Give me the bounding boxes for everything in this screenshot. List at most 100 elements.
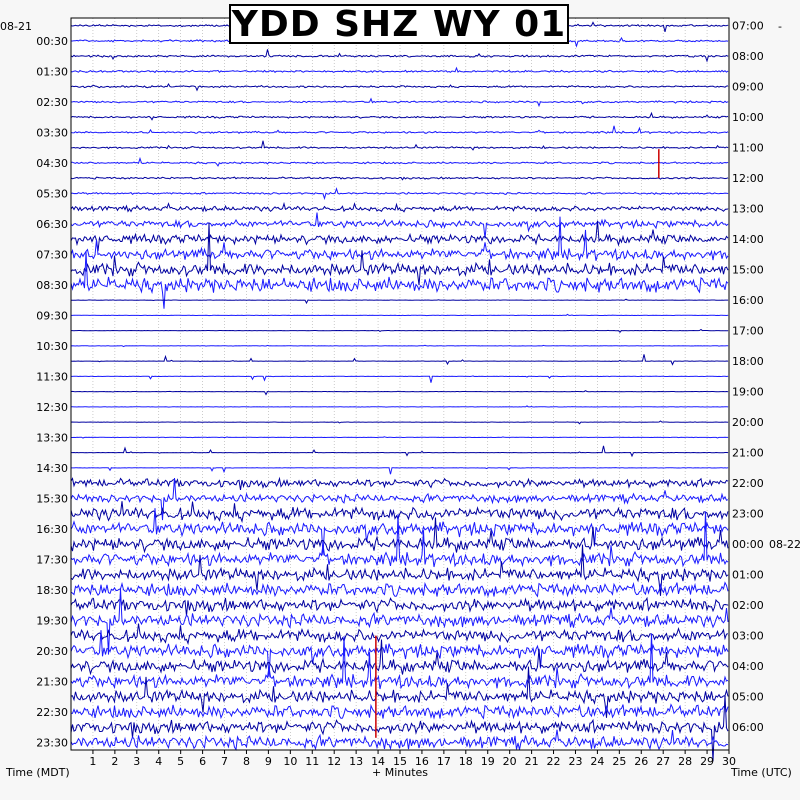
- right-time-label: 23:00: [732, 508, 764, 521]
- trace-row: [70, 695, 729, 762]
- left-time-label: 04:30: [36, 157, 68, 170]
- right-axis-label: Time (UTC): [731, 766, 792, 779]
- trace-row: [70, 187, 729, 201]
- right-time-label: 08:00: [732, 50, 764, 63]
- left-time-label: 07:30: [36, 248, 68, 261]
- x-tick-label: 16: [415, 755, 429, 768]
- trace-row: [70, 140, 729, 151]
- left-time-label: 19:30: [36, 614, 68, 627]
- trace-row: [70, 354, 729, 366]
- x-tick-label: 17: [437, 755, 451, 768]
- trace-row: [70, 476, 729, 490]
- left-time-label: 14:30: [36, 462, 68, 475]
- left-time-label: 22:30: [36, 706, 68, 719]
- right-time-label: 11:00: [732, 142, 764, 155]
- left-time-label: 00:30: [36, 35, 68, 48]
- left-time-label: 11:30: [36, 370, 68, 383]
- right-time-label: 06:00: [732, 721, 764, 734]
- trace-row: [70, 222, 729, 286]
- right-time-label: 20:00: [732, 416, 764, 429]
- x-tick-label: 12: [327, 755, 341, 768]
- event-markers: [375, 149, 660, 738]
- right-time-label: 00:00: [732, 538, 764, 551]
- trace-row: [70, 82, 729, 92]
- trace-row: [71, 298, 728, 305]
- right-time-label: 19:00: [732, 386, 764, 399]
- x-tick-label: 20: [503, 755, 517, 768]
- right-time-label: 12:00: [732, 172, 764, 185]
- x-tick-label: 29: [700, 755, 714, 768]
- trace-row: [71, 466, 729, 475]
- x-tick-label: 7: [221, 755, 228, 768]
- x-tick-label: 28: [678, 755, 692, 768]
- right-time-label: 09:00: [732, 81, 764, 94]
- left-time-label: 21:30: [36, 675, 68, 688]
- right-time-label: 16:00: [732, 294, 764, 307]
- left-time-label: 03:30: [36, 126, 68, 139]
- right-time-label: 18:00: [732, 355, 764, 368]
- left-time-label: 05:30: [36, 187, 68, 200]
- left-time-label: 10:30: [36, 340, 68, 353]
- trace-row: [70, 630, 729, 678]
- trace-row: [70, 251, 729, 309]
- x-tick-label: 14: [371, 755, 385, 768]
- trace-row: [70, 666, 729, 718]
- left-axis-label: Time (MDT): [6, 766, 70, 779]
- x-tick-label: 23: [568, 755, 582, 768]
- trace-row: [70, 588, 729, 655]
- x-tick-label: 21: [525, 755, 539, 768]
- trace-row: [70, 111, 729, 121]
- trace-row: [70, 49, 729, 63]
- trace-row: [70, 125, 729, 135]
- trace-row: [70, 220, 729, 252]
- trace-row: [70, 703, 729, 720]
- trace-row: [71, 445, 729, 458]
- right-time-label: 13:00: [732, 203, 764, 216]
- right-time-label: 10:00: [732, 111, 764, 124]
- right-time-label: 15:00: [732, 264, 764, 277]
- right-time-label: 01:00: [732, 569, 764, 582]
- left-time-label: 17:30: [36, 553, 68, 566]
- trace-row: [70, 508, 729, 556]
- x-tick-label: 4: [155, 755, 162, 768]
- right-time-label: 14:00: [732, 233, 764, 246]
- trace-row: [70, 623, 729, 646]
- right-time-label: 05:00: [732, 691, 764, 704]
- left-time-label: 09:30: [36, 309, 68, 322]
- x-tick-label: 19: [481, 755, 495, 768]
- trace-row: [70, 639, 729, 676]
- left-time-label: 15:30: [36, 492, 68, 505]
- trace-row: [70, 729, 729, 751]
- trace-row: [70, 97, 729, 108]
- right-date-change: 08-22: [769, 538, 800, 551]
- trace-row: [71, 375, 729, 383]
- right-time-label: 03:00: [732, 630, 764, 643]
- trace-row: [70, 66, 729, 74]
- left-time-label: 02:30: [36, 96, 68, 109]
- right-time-label: 04:00: [732, 660, 764, 673]
- x-tick-label: 13: [349, 755, 363, 768]
- left-time-label: 06:30: [36, 218, 68, 231]
- trace-row: [70, 477, 729, 521]
- left-time-label: 20:30: [36, 645, 68, 658]
- chart-title: YDD SHZ WY 01: [229, 4, 569, 45]
- x-tick-label: 26: [634, 755, 648, 768]
- x-tick-label: 25: [612, 755, 626, 768]
- trace-row: [70, 201, 729, 213]
- trace-row: [71, 156, 729, 167]
- x-tick-label: 10: [283, 755, 297, 768]
- x-tick-label: 3: [133, 755, 140, 768]
- trace-row: [71, 436, 728, 439]
- left-time-label: 13:30: [36, 431, 68, 444]
- trace-row: [71, 313, 729, 317]
- grid: [71, 18, 729, 750]
- x-tick-label: 30: [722, 755, 736, 768]
- right-time-label: 21:00: [732, 447, 764, 460]
- x-tick-label: 1: [89, 755, 96, 768]
- x-tick-label: 22: [547, 755, 561, 768]
- trace-row: [70, 344, 728, 348]
- right-time-label: 02:00: [732, 599, 764, 612]
- left-time-label: 23:30: [36, 736, 68, 749]
- trace-row: [70, 501, 729, 524]
- trace-row: [70, 212, 729, 239]
